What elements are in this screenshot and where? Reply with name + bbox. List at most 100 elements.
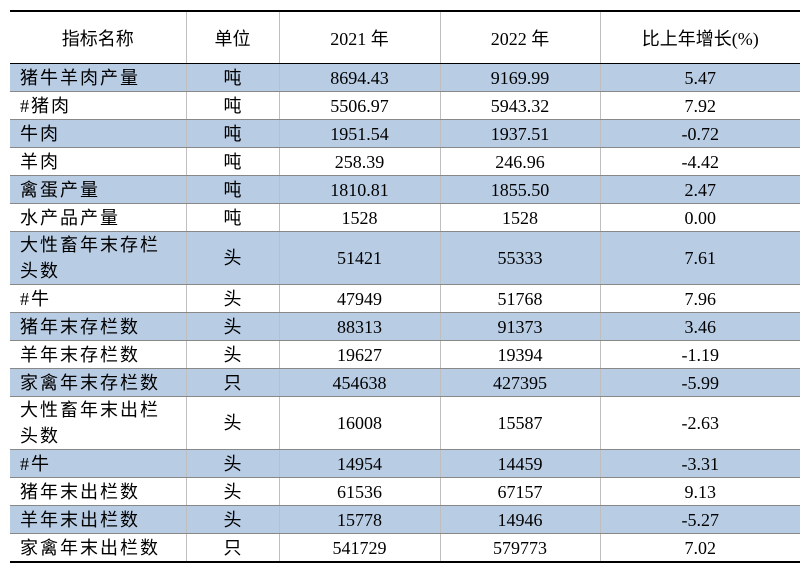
value-cell: 541729 [278, 533, 441, 563]
row-label-cell: 家禽年末存栏数 [10, 368, 187, 397]
row-label-cell: 猪年末出栏数 [10, 477, 187, 506]
value-cell: 14459 [439, 449, 601, 478]
value-cell: 16008 [278, 396, 441, 450]
value-cell: 8694.43 [278, 63, 441, 92]
data-table: 指标名称 单位 2021 年 2022 年比上年增长(%) 猪牛羊肉产量吨 8694.4… [10, 10, 800, 563]
unit-cell: 头 [185, 505, 280, 534]
header-cell: 单位 [185, 10, 280, 64]
value-cell: 51421 [278, 231, 441, 285]
table-row: 禽蛋产量 吨 1810.81 1855.50 2.47 [10, 175, 800, 204]
value-cell: 454638 [278, 368, 441, 397]
row-label: #牛 [20, 453, 51, 474]
value-cell: 9.13 [599, 477, 800, 506]
value-cell: 51768 [439, 284, 601, 313]
row-label: 羊肉 [20, 151, 60, 172]
row-label-cell: 猪牛羊肉产量 [10, 63, 187, 92]
value-cell: 47949 [278, 284, 441, 313]
row-label: 禽蛋产量 [20, 179, 100, 200]
row-label: 羊年末出栏数 [20, 509, 140, 530]
header-cell: 2021 年 [278, 10, 441, 64]
unit-cell: 吨 [185, 63, 280, 92]
unit-cell: 头 [185, 340, 280, 369]
value-cell: -1.19 [599, 340, 800, 369]
table-row: 牛肉 吨 1951.54 1937.51 -0.72 [10, 119, 800, 148]
value-cell: 19394 [439, 340, 601, 369]
value-cell: 1528 [278, 203, 441, 232]
value-cell: -3.31 [599, 449, 800, 478]
value-cell: 258.39 [278, 147, 441, 176]
row-label-cell: 大性畜年末出栏头数 [10, 396, 187, 450]
table-row: 家禽年末存栏数 只 454638 427395 -5.99 [10, 368, 800, 397]
value-cell: 67157 [439, 477, 601, 506]
table-row: #猪肉 吨 5506.97 5943.32 7.92 [10, 91, 800, 120]
table-row: 羊年末存栏数 头 19627 19394 -1.19 [10, 340, 800, 369]
table-row: #牛 头 14954 14459 -3.31 [10, 449, 800, 478]
table-row: 大性畜年末出栏头数头 16008 15587 -2.63 [10, 396, 800, 450]
value-cell: 15587 [439, 396, 601, 450]
row-label: 猪牛羊肉产量 [20, 67, 140, 88]
row-label-cell: 水产品产量 [10, 203, 187, 232]
value-cell: 88313 [278, 312, 441, 341]
value-cell: -5.27 [599, 505, 800, 534]
value-cell: -2.63 [599, 396, 800, 450]
header-cell: 指标名称 [10, 10, 187, 64]
value-cell: 246.96 [439, 147, 601, 176]
value-cell: 427395 [439, 368, 601, 397]
row-label-cell: 大性畜年末存栏头数 [10, 231, 187, 285]
row-label: #牛 [20, 288, 51, 309]
row-label: 大性畜年末出栏头数 [20, 400, 160, 446]
row-label: 猪年末出栏数 [20, 481, 140, 502]
value-cell: 1937.51 [439, 119, 601, 148]
value-cell: 1528 [439, 203, 601, 232]
table-row: 猪牛羊肉产量 吨 8694.43 9169.99 5.47 [10, 63, 800, 92]
row-label-cell: #牛 [10, 284, 187, 313]
row-label-cell: 猪年末存栏数 [10, 312, 187, 341]
value-cell: 14954 [278, 449, 441, 478]
row-label-cell: #牛 [10, 449, 187, 478]
value-cell: 7.61 [599, 231, 800, 285]
row-label-cell: 牛肉 [10, 119, 187, 148]
row-label-cell: 禽蛋产量 [10, 175, 187, 204]
value-cell: 7.96 [599, 284, 800, 313]
unit-cell: 头 [185, 396, 280, 450]
unit-cell: 只 [185, 368, 280, 397]
value-cell: 5506.97 [278, 91, 441, 120]
value-cell: 5943.32 [439, 91, 601, 120]
value-cell: 2.47 [599, 175, 800, 204]
row-label: 家禽年末存栏数 [20, 372, 160, 393]
value-cell: 55333 [439, 231, 601, 285]
value-cell: 7.92 [599, 91, 800, 120]
value-cell: 9169.99 [439, 63, 601, 92]
unit-cell: 头 [185, 477, 280, 506]
value-cell: 1951.54 [278, 119, 441, 148]
unit-cell: 吨 [185, 91, 280, 120]
value-cell: -5.99 [599, 368, 800, 397]
row-label: 羊年末存栏数 [20, 344, 140, 365]
value-cell: 5.47 [599, 63, 800, 92]
value-cell: -0.72 [599, 119, 800, 148]
value-cell: 1855.50 [439, 175, 601, 204]
value-cell: 14946 [439, 505, 601, 534]
row-label: 水产品产量 [20, 207, 120, 228]
row-label: #猪肉 [20, 95, 71, 116]
row-label: 猪年末存栏数 [20, 316, 140, 337]
table-row: 羊年末出栏数 头 15778 14946 -5.27 [10, 505, 800, 534]
unit-cell: 头 [185, 231, 280, 285]
unit-cell: 头 [185, 312, 280, 341]
unit-cell: 只 [185, 533, 280, 563]
row-label: 大性畜年末存栏头数 [20, 235, 160, 281]
unit-cell: 吨 [185, 203, 280, 232]
table-row: 猪年末存栏数 头 88313 91373 3.46 [10, 312, 800, 341]
value-cell: 0.00 [599, 203, 800, 232]
table-row: 家禽年末出栏数 只 541729 579773 7.02 [10, 533, 800, 563]
table-body: 猪牛羊肉产量吨 8694.43 9169.99 5.47 #猪肉吨 5506.97 5943… [10, 63, 800, 563]
header-row: 指标名称 单位 2021 年 2022 年比上年增长(%) [10, 10, 800, 64]
header-cell: 2022 年 [439, 10, 601, 64]
value-cell: -4.42 [599, 147, 800, 176]
table-row: 大性畜年末存栏头数头 51421 55333 7.61 [10, 231, 800, 285]
row-label-cell: 羊年末存栏数 [10, 340, 187, 369]
row-label: 家禽年末出栏数 [20, 537, 160, 558]
table-row: #牛 头 47949 51768 7.96 [10, 284, 800, 313]
value-cell: 19627 [278, 340, 441, 369]
